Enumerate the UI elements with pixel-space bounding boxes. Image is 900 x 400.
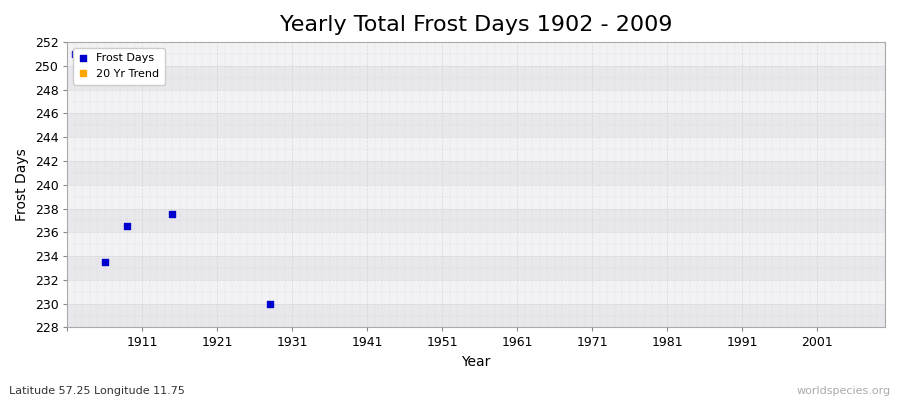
Frost Days [166,211,180,218]
Frost Days [263,300,277,307]
Bar [68,280,885,304]
Bar [68,137,885,161]
Bar [68,42,885,66]
Y-axis label: Frost Days: Frost Days [15,148,29,221]
Bar [68,304,885,328]
Text: Latitude 57.25 Longitude 11.75: Latitude 57.25 Longitude 11.75 [9,386,184,396]
Bar [68,185,885,208]
Bar [68,256,885,280]
Legend: Frost Days, 20 Yr Trend: Frost Days, 20 Yr Trend [73,48,165,84]
X-axis label: Year: Year [462,355,490,369]
Bar [68,161,885,185]
Bar [68,232,885,256]
Text: worldspecies.org: worldspecies.org [796,386,891,396]
Bar [68,90,885,114]
Bar [68,114,885,137]
Bar [68,66,885,90]
Frost Days [68,51,82,57]
Frost Days [98,259,112,265]
Bar [68,208,885,232]
Frost Days [121,223,135,230]
Title: Yearly Total Frost Days 1902 - 2009: Yearly Total Frost Days 1902 - 2009 [280,15,672,35]
